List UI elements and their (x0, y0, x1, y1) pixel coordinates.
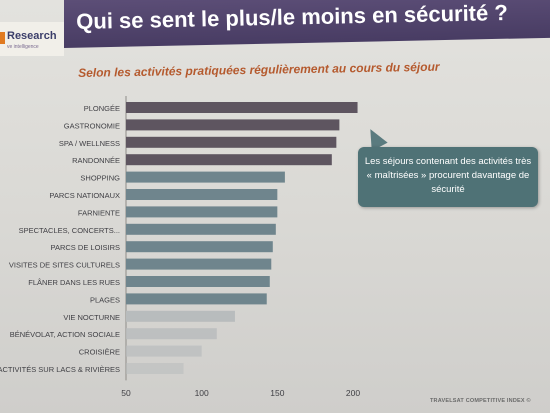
bar (126, 171, 285, 183)
logo-name: Research (7, 30, 57, 42)
bar (126, 206, 278, 218)
bar (126, 136, 337, 148)
category-label: RANDONNÉE (72, 156, 120, 165)
logo-tagline: ve intelligence (7, 44, 39, 50)
x-tick-label: 200 (346, 388, 360, 398)
bar (126, 293, 267, 305)
bar (126, 310, 235, 322)
category-label: VIE NOCTURNE (63, 313, 120, 322)
category-label: PLAGES (90, 295, 120, 304)
logo-mark (0, 32, 5, 44)
callout-box: Les séjours contenant des activités très… (358, 147, 538, 207)
category-label: BÉNÉVOLAT, ACTION SOCIALE (10, 330, 120, 339)
bar (126, 223, 276, 235)
logo (0, 22, 64, 56)
category-label: FLÂNER DANS LES RUES (28, 278, 120, 287)
bar (126, 241, 273, 253)
bar (126, 328, 217, 340)
category-label: PLONGÉE (84, 104, 120, 113)
bar (126, 189, 278, 200)
category-label: SPA / WELLNESS (59, 139, 120, 148)
x-tick-label: 100 (195, 388, 209, 398)
category-label: PARCS DE LOISIRS (51, 243, 120, 252)
category-label: VISITES DE SITES CULTURELS (9, 261, 120, 270)
category-label: FARNIENTE (78, 208, 120, 217)
category-label: ACTIVITÉS SUR LACS & RIVIÈRES (0, 365, 120, 374)
category-label: SHOPPING (80, 174, 120, 183)
bar (126, 119, 340, 131)
callout-text: Les séjours contenant des activités très… (364, 156, 532, 195)
x-tick-label: 150 (270, 388, 284, 398)
bar (126, 276, 270, 287)
bar (126, 154, 332, 166)
bar (126, 345, 202, 357)
bar (126, 363, 184, 374)
category-label: CROISIÈRE (79, 348, 120, 357)
x-tick-label: 50 (121, 388, 131, 398)
category-label: GASTRONOMIE (64, 121, 120, 130)
footer-source: TRAVELSAT COMPETITIVE INDEX © (430, 398, 531, 404)
bar (126, 258, 272, 270)
category-label: SPECTACLES, CONCERTS... (19, 226, 120, 235)
bar (126, 102, 358, 113)
category-label: PARCS NATIONAUX (49, 191, 120, 200)
